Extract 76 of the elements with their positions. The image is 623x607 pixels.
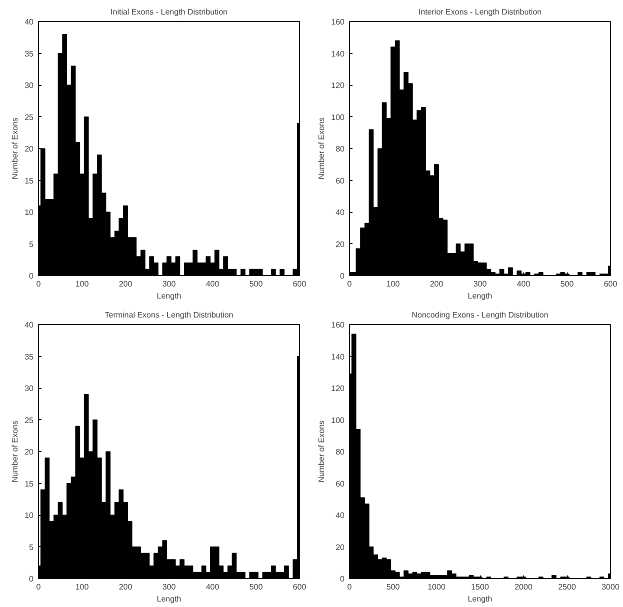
x-tick-label: 0 [347, 280, 352, 288]
chart-title: Terminal Exons - Length Distribution [104, 310, 234, 320]
y-tick-label: 0 [340, 272, 346, 280]
y-tick-label: 35 [24, 49, 34, 58]
x-tick-label: 200 [118, 280, 133, 288]
y-tick-label: 10 [24, 208, 34, 217]
y-tick-label: 60 [336, 176, 346, 186]
x-tick-label: 500 [386, 582, 400, 592]
x-tick-label: 1500 [471, 582, 490, 592]
y-tick-label: 40 [24, 320, 34, 330]
y-tick-label: 30 [24, 81, 34, 90]
x-tick-label: 300 [162, 280, 176, 288]
y-tick-label: 30 [24, 384, 34, 393]
y-tick-label: 5 [29, 240, 34, 249]
y-axis-title: Number of Exons [10, 420, 20, 482]
x-tick-label: 400 [206, 280, 220, 288]
y-tick-label: 20 [336, 240, 346, 249]
y-axis-title: Number of Exons [317, 420, 326, 482]
y-tick-label: 100 [331, 416, 346, 425]
x-tick-label: 1000 [428, 582, 446, 592]
x-tick-label: 400 [206, 582, 220, 592]
y-tick-label: 120 [331, 81, 346, 90]
chart-title: Initial Exons - Length Distribution [110, 8, 228, 16]
y-tick-label: 20 [24, 144, 34, 154]
x-tick-label: 3000 [602, 582, 620, 592]
x-tick-label: 100 [75, 582, 90, 592]
y-axis-title: Number of Exons [10, 118, 20, 180]
y-tick-label: 0 [29, 272, 34, 280]
y-tick-label: 0 [29, 574, 34, 584]
y-tick-label: 15 [24, 176, 34, 186]
x-tick-label: 100 [75, 280, 90, 288]
x-tick-label: 0 [36, 582, 42, 592]
y-tick-label: 140 [331, 49, 346, 58]
x-tick-label: 2500 [558, 582, 576, 592]
y-tick-label: 140 [331, 352, 346, 362]
y-tick-label: 0 [340, 574, 346, 584]
y-axis-title: Number of Exons [317, 118, 326, 180]
y-tick-label: 10 [24, 511, 34, 520]
chart-title: Interior Exons - Length Distribution [418, 8, 542, 16]
y-tick-label: 25 [24, 416, 34, 425]
y-tick-label: 40 [24, 18, 34, 26]
x-tick-label: 200 [430, 280, 444, 288]
x-tick-label: 300 [473, 280, 488, 288]
y-tick-label: 120 [331, 384, 346, 393]
y-tick-label: 20 [24, 448, 34, 456]
y-tick-label: 80 [336, 144, 346, 154]
y-tick-label: 20 [336, 542, 346, 552]
x-tick-label: 200 [118, 582, 133, 592]
x-axis-title: Length [156, 594, 182, 604]
y-tick-label: 100 [331, 112, 346, 122]
y-tick-label: 25 [24, 112, 34, 122]
x-tick-label: 500 [249, 582, 264, 592]
x-tick-label: 600 [292, 582, 307, 592]
chart-title: Noncoding Exons - Length Distribution [412, 310, 548, 320]
y-tick-label: 80 [336, 448, 346, 456]
y-tick-label: 40 [336, 511, 346, 520]
y-tick-label: 15 [24, 479, 34, 488]
y-tick-label: 60 [336, 479, 346, 488]
y-tick-label: 160 [331, 18, 346, 26]
x-tick-label: 2000 [514, 582, 533, 592]
y-tick-label: 5 [29, 542, 34, 552]
x-tick-label: 500 [249, 280, 264, 288]
x-tick-label: 500 [560, 280, 574, 288]
x-tick-label: 100 [386, 280, 400, 288]
x-tick-label: 0 [347, 582, 352, 592]
x-axis-title: Length [468, 594, 492, 604]
y-tick-label: 40 [336, 208, 346, 217]
y-tick-label: 160 [331, 320, 346, 330]
x-tick-label: 0 [36, 280, 42, 288]
x-tick-label: 600 [292, 280, 307, 288]
x-axis-title: Length [468, 292, 492, 300]
x-tick-label: 600 [604, 280, 618, 288]
x-tick-label: 400 [516, 280, 531, 288]
y-tick-label: 35 [24, 352, 34, 362]
x-tick-label: 300 [162, 582, 176, 592]
x-axis-title: Length [156, 292, 182, 300]
